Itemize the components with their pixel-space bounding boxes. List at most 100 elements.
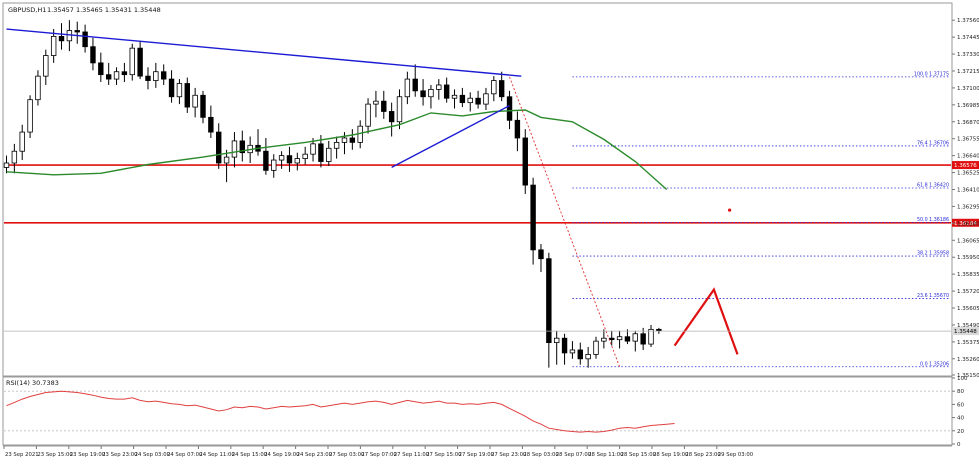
time-axis-label: 29 Sep 03:00 — [718, 452, 754, 458]
candle-body — [569, 349, 576, 354]
price-axis-label: 1.37560 — [957, 18, 979, 24]
candle-body — [459, 94, 466, 104]
candle-body — [522, 137, 528, 186]
candle-body — [82, 31, 88, 48]
candle-body — [396, 96, 403, 123]
candle-body — [491, 80, 497, 95]
candle-body — [388, 111, 395, 123]
trend-line — [6, 28, 522, 77]
fib-level-label: 38.2 1.35958 — [917, 251, 949, 257]
time-axis-label: 27 Sep 07:00 — [361, 452, 397, 458]
candle-body — [616, 336, 623, 341]
rsi-axis-label: 40 — [957, 416, 964, 422]
candle-body — [11, 150, 18, 164]
time-axis-label: 27 Sep 03:00 — [329, 452, 365, 458]
time-axis-label: 24 Sep 07:00 — [167, 452, 203, 458]
candle-body — [19, 131, 25, 152]
time-axis-label: 27 Sep 11:00 — [394, 452, 430, 458]
time-axis-label: 24 Sep 23:00 — [297, 452, 333, 458]
price-axis-label: 1.35490 — [957, 323, 979, 329]
candle-body — [656, 328, 662, 332]
time-axis-label: 23 Sep 19:00 — [70, 452, 106, 458]
candle-body — [27, 99, 33, 133]
price-axis-label: 1.36180 — [957, 221, 979, 227]
rsi-axis-label: 60 — [957, 402, 964, 408]
candle-body — [601, 337, 607, 342]
candle-body — [200, 94, 206, 118]
time-axis-label: 23 Sep 2021 — [5, 452, 39, 458]
candle-body — [216, 131, 222, 164]
candle-body — [546, 258, 552, 344]
candle-body — [333, 141, 340, 149]
time-axis-label: 28 Sep 23:00 — [685, 452, 721, 458]
moving-average-line — [6, 109, 668, 191]
candle-body — [632, 333, 638, 342]
candle-body — [341, 137, 348, 143]
candle-body — [302, 153, 308, 159]
candle-body — [640, 333, 646, 345]
time-axis-label: 27 Sep 19:00 — [459, 452, 495, 458]
fib-level-label: 23.6 1.35670 — [917, 293, 949, 299]
candle-body — [373, 100, 379, 105]
price-axis-label: 1.36410 — [957, 188, 979, 194]
candle-body — [145, 75, 151, 81]
candle-body — [168, 78, 175, 98]
chart-symbol-label: GBPUSD,H1 — [8, 6, 46, 14]
candle-body — [58, 35, 65, 42]
candle-body — [365, 103, 371, 127]
level-price-tag-label: 1.36576 — [954, 163, 977, 169]
price-axis-label: 1.37330 — [957, 52, 979, 58]
fib-level-label: 100.0 1.37175 — [914, 71, 949, 77]
candle-body — [609, 337, 615, 341]
candle-body — [585, 353, 591, 360]
rsi-line — [6, 390, 675, 433]
candle-body — [184, 83, 190, 108]
candle-body — [3, 162, 10, 168]
candle-body — [538, 249, 544, 260]
candle-body — [35, 75, 41, 101]
candle-body — [428, 88, 434, 98]
candle-body — [498, 80, 505, 98]
candle-body — [514, 119, 521, 139]
price-axis-label: 1.35605 — [957, 306, 979, 312]
time-axis-label: 23 Sep 15:00 — [37, 452, 73, 458]
time-axis-label: 23 Sep 23:00 — [102, 452, 138, 458]
candle-body — [192, 94, 198, 108]
current-price-tag — [952, 327, 979, 336]
candle-body — [129, 47, 135, 76]
candle-body — [137, 47, 143, 77]
candle-body — [326, 147, 332, 162]
rsi-header-label: RSI(14) 30.7383 — [6, 379, 59, 387]
current-price-tag-label: 1.35448 — [954, 329, 977, 335]
time-axis-label: 28 Sep 19:00 — [653, 452, 689, 458]
price-axis-label: 1.36985 — [957, 103, 979, 109]
candle-body — [381, 100, 387, 112]
candle-body — [349, 137, 356, 143]
price-axis-label: 1.36640 — [957, 154, 979, 160]
time-axis-label: 24 Sep 15:00 — [232, 452, 268, 458]
rsi-axis-label: 100 — [957, 376, 968, 382]
level-price-tag — [952, 161, 979, 170]
candle-body — [50, 35, 57, 56]
candle-body — [278, 155, 285, 161]
price-axis-label: 1.37215 — [957, 69, 979, 75]
candle-body — [506, 96, 513, 121]
projection-path — [673, 287, 739, 355]
price-axis-label: 1.36525 — [957, 171, 979, 177]
candle-body — [74, 30, 80, 33]
fib-level-label: 61.8 1.36420 — [917, 183, 949, 189]
candle-body — [593, 340, 599, 355]
candle-body — [271, 159, 277, 171]
candle-body — [420, 90, 426, 98]
candle-body — [121, 71, 128, 76]
time-axis-label: 27 Sep 15:00 — [426, 452, 462, 458]
candle-body — [577, 349, 583, 360]
time-axis-label: 24 Sep 19:00 — [264, 452, 300, 458]
candle-body — [467, 97, 473, 104]
candle-body — [443, 84, 450, 99]
marker-dot — [728, 208, 732, 212]
candle-body — [561, 337, 568, 354]
rsi-axis-label: 0 — [957, 442, 961, 448]
candle-body — [113, 71, 120, 80]
